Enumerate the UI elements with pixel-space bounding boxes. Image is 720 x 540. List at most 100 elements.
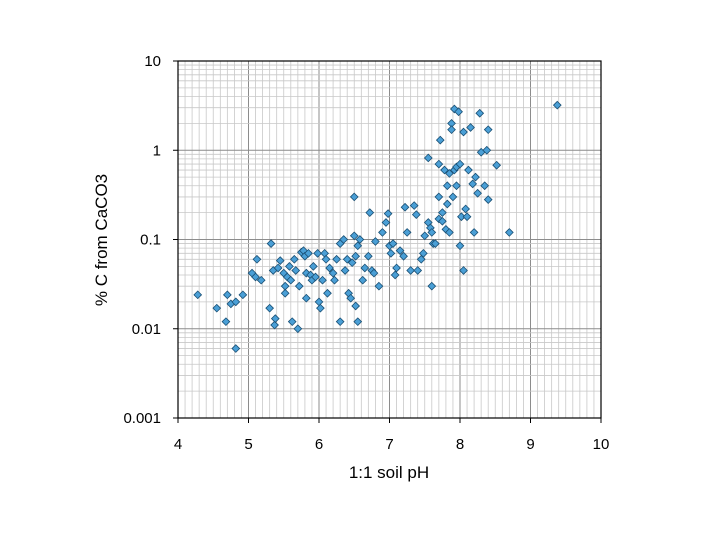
data-point	[440, 165, 449, 175]
data-point	[328, 268, 338, 278]
data-point	[280, 281, 290, 291]
x-tick-label: 6	[315, 436, 323, 453]
data-point	[285, 262, 294, 271]
x-tick-label: 10	[593, 436, 610, 453]
data-point	[222, 290, 232, 300]
data-point	[265, 303, 275, 313]
data-point	[353, 241, 363, 251]
data-point	[483, 195, 493, 204]
x-tick-label: 8	[456, 436, 464, 453]
data-point	[442, 199, 452, 209]
x-tick-label: 9	[526, 436, 534, 453]
x-tick-label: 7	[385, 436, 393, 453]
data-point	[468, 179, 478, 189]
data-point	[378, 228, 387, 237]
data-point	[321, 254, 331, 264]
data-point	[427, 228, 437, 237]
data-point	[339, 235, 349, 244]
y-axis-ticks: 10 1 0.1 0.01 0.001	[123, 53, 178, 427]
data-point	[323, 288, 332, 298]
data-point	[313, 248, 322, 258]
data-point	[256, 275, 266, 285]
data-point	[231, 344, 241, 353]
data-point	[409, 201, 419, 210]
data-point	[395, 246, 405, 256]
data-points	[193, 100, 562, 353]
data-point	[459, 266, 468, 275]
data-point	[473, 188, 482, 198]
data-point	[349, 192, 359, 202]
data-point	[423, 153, 433, 163]
data-point	[330, 275, 339, 285]
data-point	[342, 254, 352, 264]
data-point	[351, 251, 361, 261]
y-axis-title: % C from CaCO3	[92, 174, 111, 306]
data-point	[464, 165, 473, 175]
data-point	[445, 169, 454, 178]
data-point	[454, 107, 463, 117]
data-point	[418, 248, 428, 258]
data-point	[475, 108, 485, 118]
data-point	[455, 241, 465, 251]
y-tick-label: 1	[153, 142, 161, 159]
data-point	[335, 317, 345, 327]
y-tick-label: 10	[144, 53, 161, 70]
data-point	[325, 263, 334, 273]
data-point	[358, 275, 368, 285]
data-point	[311, 272, 320, 282]
data-point	[457, 212, 466, 222]
data-point	[386, 248, 396, 258]
data-point	[304, 248, 313, 258]
data-point	[360, 263, 370, 273]
data-point	[371, 237, 380, 246]
data-point	[406, 266, 416, 275]
data-point	[438, 208, 447, 217]
data-point	[294, 281, 304, 291]
data-point	[193, 290, 203, 300]
data-point	[492, 160, 502, 170]
data-point	[363, 251, 373, 261]
data-point	[252, 254, 262, 264]
data-point	[349, 231, 359, 241]
data-point	[347, 258, 357, 268]
data-point	[420, 231, 430, 241]
data-point	[238, 290, 248, 300]
data-point	[293, 324, 303, 334]
data-point	[411, 210, 421, 219]
data-point	[400, 202, 410, 212]
data-point	[340, 266, 350, 275]
data-point	[459, 127, 468, 137]
data-point	[427, 281, 437, 291]
data-point	[355, 235, 365, 244]
data-point	[286, 275, 296, 285]
data-point	[273, 263, 283, 273]
data-point	[231, 297, 241, 307]
data-point	[399, 251, 408, 261]
data-point	[332, 254, 341, 264]
data-point	[318, 275, 327, 285]
data-point	[413, 266, 423, 275]
data-point	[221, 317, 231, 327]
data-point	[365, 208, 375, 217]
data-point	[482, 145, 492, 155]
y-tick-label: 0.1	[140, 232, 161, 249]
data-point	[346, 293, 356, 303]
data-point	[438, 216, 447, 226]
data-point	[452, 181, 461, 191]
data-point	[351, 301, 361, 311]
data-point	[471, 172, 480, 182]
data-point	[466, 123, 475, 132]
data-point	[435, 135, 445, 145]
data-point	[308, 262, 318, 271]
data-point	[266, 239, 276, 248]
x-axis-ticks: 4 5 6 7 8 9 10	[174, 418, 610, 453]
data-point	[392, 263, 401, 273]
data-point	[461, 204, 471, 214]
data-point	[301, 293, 311, 303]
data-point	[316, 303, 325, 313]
data-point	[212, 303, 222, 313]
data-point	[280, 288, 290, 298]
data-point	[374, 281, 384, 291]
data-point	[270, 314, 280, 323]
